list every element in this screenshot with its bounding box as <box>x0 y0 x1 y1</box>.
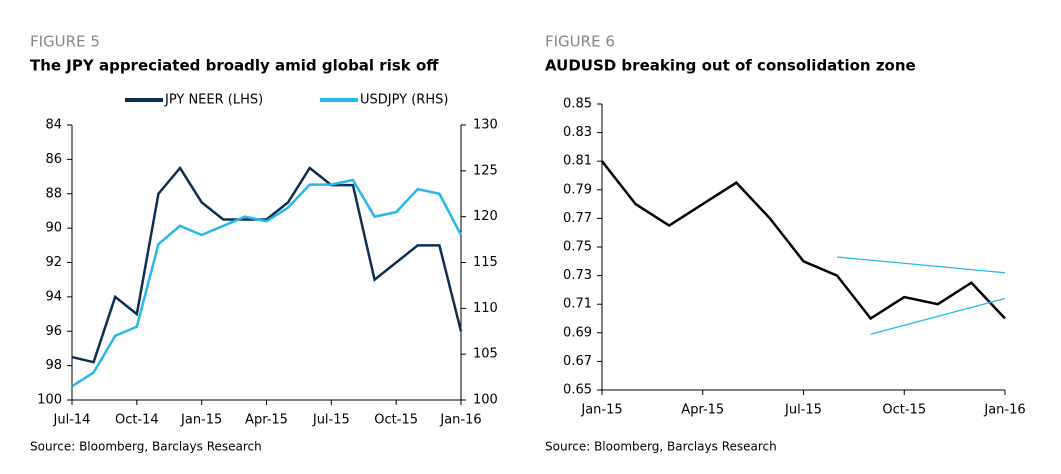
y-tick-label: 88 <box>45 186 62 201</box>
x-tick-label: Jul-15 <box>784 403 822 418</box>
y-tick-label: 0.71 <box>563 297 592 312</box>
chart-title: AUDUSD breaking out of consolidation zon… <box>545 57 916 75</box>
y-tick-label: 86 <box>45 152 62 167</box>
y-tick-label: 100 <box>37 393 62 408</box>
x-tick-label: Oct-15 <box>882 403 926 418</box>
series-line <box>837 256 1006 274</box>
y-tick-label: 94 <box>45 289 62 304</box>
legend-label: USDJPY (RHS) <box>360 93 448 108</box>
x-tick-label: Jul-14 <box>53 413 91 428</box>
figure-label: FIGURE 6 <box>545 33 615 51</box>
y-tick-label: 0.69 <box>563 325 592 340</box>
y2-tick-label: 125 <box>473 163 498 178</box>
y2-tick-label: 130 <box>473 118 498 133</box>
chart-title: The JPY appreciated broadly amid global … <box>30 57 439 75</box>
y-tick-label: 96 <box>45 324 62 339</box>
y-tick-label: 0.79 <box>563 182 592 197</box>
y-tick-label: 0.65 <box>563 383 592 398</box>
x-tick-label: Oct-14 <box>115 413 159 428</box>
y2-tick-label: 100 <box>473 393 498 408</box>
y-tick-label: 0.77 <box>563 211 592 226</box>
x-tick-label: Jan-16 <box>439 413 481 428</box>
x-tick-label: Oct-15 <box>374 413 418 428</box>
y2-tick-label: 120 <box>473 209 498 224</box>
y-tick-label: 84 <box>45 118 62 133</box>
series-line <box>601 160 1006 321</box>
y2-tick-label: 105 <box>473 347 498 362</box>
x-tick-label: Jul-15 <box>312 413 350 428</box>
y2-tick-label: 110 <box>473 301 498 316</box>
y-tick-label: 0.75 <box>563 240 592 255</box>
y-tick-label: 98 <box>45 358 62 373</box>
x-tick-label: Jan-15 <box>180 413 222 428</box>
source: Source: Bloomberg, Barclays Research <box>30 440 262 454</box>
y-tick-label: 0.83 <box>563 125 592 140</box>
y-tick-label: 90 <box>45 221 62 236</box>
y-tick-label: 92 <box>45 255 62 270</box>
x-tick-label: Jan-15 <box>580 403 622 418</box>
y-tick-label: 0.67 <box>563 354 592 369</box>
series-line <box>870 297 1006 335</box>
y-tick-label: 0.81 <box>563 154 592 169</box>
series-line <box>71 165 463 364</box>
legend-label: JPY NEER (LHS) <box>164 93 263 108</box>
source: Source: Bloomberg, Barclays Research <box>545 440 777 454</box>
y-tick-label: 0.85 <box>563 97 592 112</box>
series-line <box>71 178 463 388</box>
x-tick-label: Apr-15 <box>681 403 724 418</box>
x-tick-label: Apr-15 <box>245 413 288 428</box>
y2-tick-label: 115 <box>473 255 498 270</box>
y-tick-label: 0.73 <box>563 268 592 283</box>
figure-label: FIGURE 5 <box>30 33 100 51</box>
x-tick-label: Jan-16 <box>983 403 1025 418</box>
